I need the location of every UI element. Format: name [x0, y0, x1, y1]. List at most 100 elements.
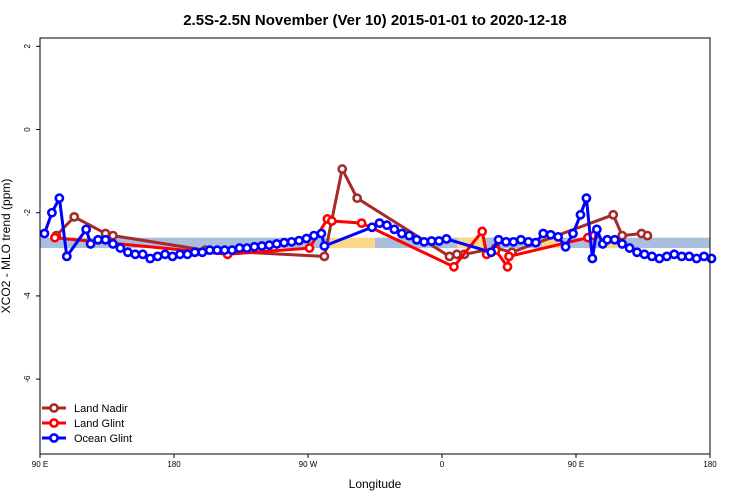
- point-ocean-glint-24: [227, 245, 237, 256]
- point-ocean-glint-69: [624, 243, 635, 253]
- point-ocean-glint-2: [54, 193, 65, 204]
- point-ocean-glint-18: [182, 249, 193, 260]
- point-ocean-glint-79: [699, 251, 709, 262]
- point-ocean-glint-52: [508, 236, 519, 247]
- point-ocean-glint-45: [419, 236, 430, 247]
- point-ocean-glint-4: [81, 224, 92, 235]
- point-ocean-glint-75: [669, 249, 680, 260]
- point-ocean-glint-54: [523, 236, 534, 247]
- point-ocean-glint-19: [189, 247, 200, 258]
- legend-label-land-nadir: Land Nadir: [74, 403, 128, 415]
- point-land-nadir-6: [337, 164, 348, 174]
- plot-frame: [39, 37, 711, 455]
- point-ocean-glint-37: [319, 241, 330, 251]
- x-tick-label-2: 90 W: [299, 460, 318, 469]
- point-land-nadir-7: [352, 193, 363, 204]
- point-ocean-glint-60: [568, 228, 578, 239]
- point-ocean-glint-46: [426, 236, 437, 246]
- point-ocean-glint-42: [396, 228, 407, 239]
- point-land-nadir-9: [451, 249, 462, 260]
- point-ocean-glint-39: [374, 218, 385, 229]
- point-ocean-glint-14: [152, 251, 163, 262]
- point-ocean-glint-30: [271, 239, 282, 249]
- point-land-glint-6: [449, 261, 459, 272]
- point-ocean-glint-32: [286, 236, 297, 247]
- legend: Land Nadir Land Glint Ocean Glint: [42, 403, 132, 445]
- legend-marker-land-nadir: [49, 403, 59, 413]
- point-ocean-glint-80: [706, 253, 717, 264]
- point-ocean-glint-22: [212, 245, 223, 256]
- point-ocean-glint-25: [234, 243, 245, 253]
- point-land-nadir-14: [617, 230, 628, 241]
- point-land-nadir-1: [69, 211, 80, 222]
- y-tick-label-4: -6: [23, 375, 32, 383]
- point-ocean-glint-70: [632, 247, 642, 258]
- point-ocean-glint-9: [115, 243, 126, 253]
- series-ocean-glint: [39, 193, 717, 264]
- point-ocean-glint-29: [264, 240, 275, 251]
- point-land-nadir-3: [108, 230, 118, 241]
- point-land-glint-0: [49, 232, 60, 243]
- point-ocean-glint-15: [160, 249, 170, 260]
- point-ocean-glint-16: [167, 251, 178, 262]
- series-land-nadir: [51, 164, 653, 262]
- point-ocean-glint-67: [609, 234, 620, 245]
- point-ocean-glint-76: [676, 251, 687, 262]
- x-axis-label: Longitude: [349, 477, 402, 491]
- point-ocean-glint-7: [100, 234, 111, 245]
- point-ocean-glint-50: [493, 234, 504, 245]
- point-land-nadir-5: [319, 251, 330, 262]
- x-tick-label-4: 90 E: [568, 460, 584, 469]
- point-ocean-glint-56: [538, 228, 549, 239]
- x-tick-label-3: 0: [440, 460, 445, 469]
- point-ocean-glint-36: [316, 228, 327, 239]
- point-ocean-glint-66: [602, 234, 613, 245]
- point-land-glint-10: [502, 261, 513, 272]
- point-ocean-glint-27: [249, 241, 260, 252]
- point-ocean-glint-33: [294, 235, 304, 246]
- point-ocean-glint-62: [581, 193, 592, 204]
- point-ocean-glint-13: [145, 253, 156, 264]
- point-ocean-glint-41: [389, 224, 400, 235]
- point-ocean-glint-78: [691, 253, 702, 264]
- point-ocean-glint-3: [61, 251, 72, 262]
- point-ocean-glint-8: [108, 239, 118, 249]
- point-ocean-glint-17: [175, 249, 185, 260]
- land-band-segment-0: [330, 237, 375, 249]
- point-land-glint-4: [326, 216, 337, 226]
- point-land-glint-11: [504, 251, 514, 262]
- point-ocean-glint-61: [575, 209, 586, 220]
- point-ocean-glint-47: [434, 236, 444, 246]
- point-ocean-glint-5: [85, 239, 96, 249]
- land-band-segment-1: [456, 237, 484, 249]
- point-ocean-glint-68: [617, 239, 628, 249]
- legend-marker-ocean-glint: [49, 433, 59, 443]
- point-ocean-glint-49: [486, 247, 497, 258]
- point-ocean-glint-11: [130, 249, 141, 260]
- y-tick-label-3: -4: [23, 292, 32, 300]
- point-ocean-glint-10: [122, 247, 133, 258]
- x-tick-label-5: 180: [703, 460, 717, 469]
- x-tick-label-0: 90 E: [32, 460, 48, 469]
- point-ocean-glint-74: [661, 251, 672, 262]
- legend-item-land-nadir: Land Nadir: [42, 403, 128, 415]
- point-ocean-glint-12: [137, 249, 148, 260]
- point-land-glint-2: [304, 243, 315, 253]
- point-ocean-glint-43: [404, 230, 415, 241]
- point-ocean-glint-64: [591, 224, 602, 235]
- series-line-ocean-glint: [43, 193, 712, 261]
- point-ocean-glint-26: [242, 243, 252, 253]
- ocean-band-segment-0: [40, 237, 331, 249]
- point-ocean-glint-21: [204, 245, 215, 256]
- series-layer: [39, 164, 717, 272]
- legend-item-ocean-glint: Ocean Glint: [42, 433, 132, 445]
- legend-marker-land-glint: [49, 418, 59, 428]
- chart-title: 2.5S-2.5N November (Ver 10) 2015-01-01 t…: [183, 12, 567, 29]
- legend-label-ocean-glint: Ocean Glint: [74, 433, 132, 445]
- point-ocean-glint-48: [441, 234, 452, 244]
- point-ocean-glint-55: [530, 237, 541, 248]
- point-land-glint-7: [477, 226, 488, 237]
- point-ocean-glint-71: [639, 249, 650, 260]
- point-ocean-glint-63: [587, 253, 598, 264]
